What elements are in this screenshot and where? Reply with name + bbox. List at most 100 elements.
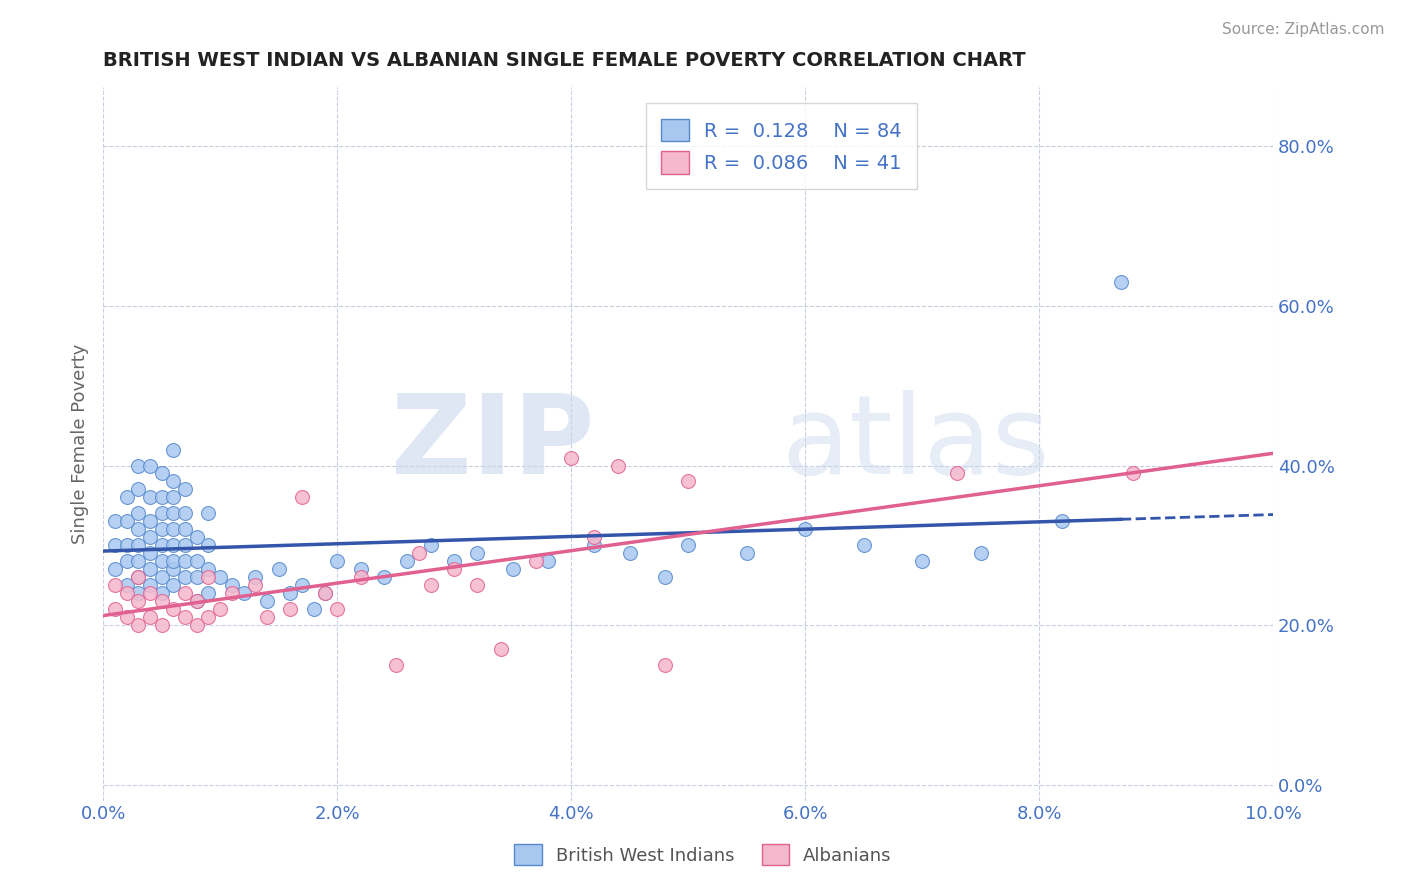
Point (150, 467, 173, 481)
Point (162, 602, 184, 616)
Point (115, 538, 138, 552)
Point (852, 538, 875, 552)
Point (443, 562, 465, 576)
Point (384, 657, 406, 672)
Point (245, 570, 267, 584)
Point (127, 507, 149, 521)
Point (115, 578, 138, 592)
Point (104, 562, 127, 576)
Point (174, 538, 197, 552)
Point (735, 546, 758, 560)
Point (197, 562, 219, 576)
Point (314, 586, 336, 600)
Point (314, 586, 336, 600)
Legend: R =  0.128    N = 84, R =  0.086    N = 41: R = 0.128 N = 84, R = 0.086 N = 41 (645, 103, 918, 189)
Point (1109, 275, 1132, 289)
Point (150, 507, 173, 521)
Point (115, 610, 138, 624)
Point (197, 586, 219, 600)
Point (278, 586, 301, 600)
Point (115, 554, 138, 568)
Point (174, 483, 197, 497)
Point (654, 657, 676, 672)
Point (162, 538, 184, 552)
Point (174, 586, 197, 600)
Point (302, 602, 325, 616)
Point (115, 586, 138, 600)
Point (186, 570, 208, 584)
Point (419, 578, 441, 592)
Point (291, 578, 314, 592)
Point (139, 578, 162, 592)
Point (654, 570, 676, 584)
Point (467, 546, 489, 560)
Point (139, 458, 162, 473)
Point (162, 507, 184, 521)
Point (349, 562, 371, 576)
Text: Source: ZipAtlas.com: Source: ZipAtlas.com (1222, 22, 1385, 37)
Point (467, 578, 489, 592)
Point (197, 538, 219, 552)
Point (396, 554, 419, 568)
Point (139, 491, 162, 505)
Point (150, 538, 173, 552)
Point (174, 522, 197, 536)
Point (162, 562, 184, 576)
Point (197, 610, 219, 624)
Point (291, 491, 314, 505)
Point (676, 538, 699, 552)
Point (104, 538, 127, 552)
Point (911, 554, 934, 568)
Point (209, 602, 232, 616)
Point (150, 618, 173, 632)
Point (186, 594, 208, 608)
Point (127, 586, 149, 600)
Point (232, 586, 254, 600)
Point (139, 610, 162, 624)
Legend: British West Indians, Albanians: British West Indians, Albanians (505, 835, 901, 874)
Point (583, 538, 606, 552)
Point (583, 530, 606, 544)
Point (502, 562, 524, 576)
Point (139, 562, 162, 576)
Point (127, 554, 149, 568)
Point (186, 554, 208, 568)
Point (139, 546, 162, 560)
Point (267, 562, 290, 576)
Point (150, 491, 173, 505)
Point (197, 570, 219, 584)
Point (326, 602, 349, 616)
Point (174, 554, 197, 568)
Point (969, 546, 991, 560)
Point (489, 642, 512, 657)
Text: atlas: atlas (782, 390, 1050, 497)
Point (946, 467, 969, 481)
Point (139, 530, 162, 544)
Point (794, 522, 817, 536)
Point (221, 578, 243, 592)
Point (1052, 514, 1074, 528)
Text: BRITISH WEST INDIAN VS ALBANIAN SINGLE FEMALE POVERTY CORRELATION CHART: BRITISH WEST INDIAN VS ALBANIAN SINGLE F… (103, 51, 1026, 70)
Point (162, 522, 184, 536)
Point (408, 546, 430, 560)
Point (326, 554, 349, 568)
Point (245, 578, 267, 592)
Point (127, 522, 149, 536)
Point (104, 514, 127, 528)
Text: ZIP: ZIP (391, 390, 595, 497)
Point (162, 442, 184, 457)
Point (537, 554, 560, 568)
Point (150, 554, 173, 568)
Point (278, 602, 301, 616)
Point (676, 475, 699, 489)
Point (127, 570, 149, 584)
Point (419, 538, 441, 552)
Point (524, 554, 547, 568)
Point (256, 610, 278, 624)
Point (162, 554, 184, 568)
Point (186, 594, 208, 608)
Point (150, 522, 173, 536)
Point (127, 458, 149, 473)
Point (560, 450, 582, 465)
Point (162, 578, 184, 592)
